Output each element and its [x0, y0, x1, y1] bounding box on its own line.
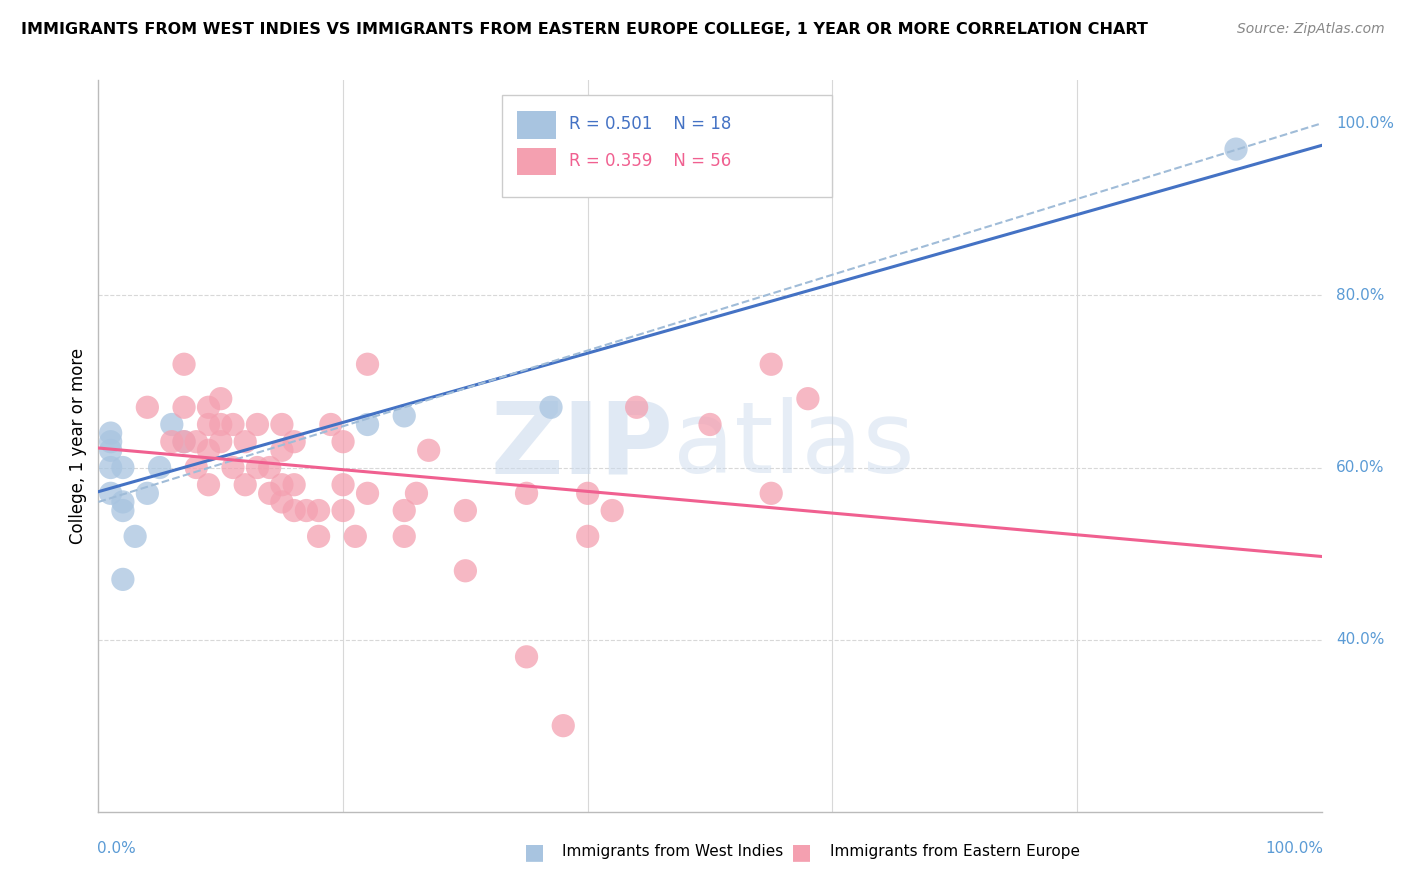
Text: Immigrants from Eastern Europe: Immigrants from Eastern Europe [830, 845, 1080, 859]
Point [356, 357, 378, 371]
Text: ■: ■ [792, 842, 811, 862]
Point [186, 434, 208, 449]
Point [160, 417, 183, 432]
Point [100, 443, 122, 458]
Point [344, 529, 367, 543]
Text: Immigrants from West Indies: Immigrants from West Indies [562, 845, 783, 859]
Point [454, 503, 477, 517]
Text: atlas: atlas [673, 398, 915, 494]
Point [270, 477, 294, 491]
Point [553, 719, 575, 733]
Point [149, 460, 172, 475]
FancyBboxPatch shape [502, 95, 832, 197]
Point [1225, 142, 1247, 156]
Point [270, 443, 294, 458]
Point [600, 503, 623, 517]
Point [209, 392, 232, 406]
Point [283, 434, 305, 449]
Point [209, 434, 232, 449]
Point [100, 434, 122, 449]
Point [392, 503, 416, 517]
Point [197, 401, 219, 415]
Point [332, 434, 354, 449]
Point [319, 417, 342, 432]
Text: R = 0.359    N = 56: R = 0.359 N = 56 [569, 152, 731, 169]
Point [332, 477, 354, 491]
FancyBboxPatch shape [517, 111, 555, 139]
Point [699, 417, 721, 432]
Point [100, 486, 122, 500]
Y-axis label: College, 1 year or more: College, 1 year or more [69, 348, 87, 544]
Point [761, 486, 783, 500]
Point [173, 434, 195, 449]
Point [259, 460, 281, 475]
Point [197, 443, 219, 458]
Text: 0.0%: 0.0% [97, 841, 136, 856]
Point [100, 460, 122, 475]
Point [173, 401, 195, 415]
Point [332, 503, 354, 517]
Point [197, 477, 219, 491]
Point [246, 417, 269, 432]
Point [392, 409, 416, 423]
Point [124, 529, 146, 543]
Point [797, 392, 820, 406]
Point [295, 503, 318, 517]
Point [454, 564, 477, 578]
Point [270, 495, 294, 509]
Point [173, 357, 195, 371]
Point [222, 460, 245, 475]
Point [308, 503, 330, 517]
Text: R = 0.501    N = 18: R = 0.501 N = 18 [569, 115, 731, 133]
Point [233, 434, 256, 449]
Point [111, 573, 134, 587]
Point [392, 529, 416, 543]
Text: 40.0%: 40.0% [1336, 632, 1385, 647]
Point [405, 486, 427, 500]
Point [111, 495, 134, 509]
Text: 80.0%: 80.0% [1336, 288, 1385, 303]
Point [246, 460, 269, 475]
Point [197, 417, 219, 432]
Point [222, 417, 245, 432]
Text: 60.0%: 60.0% [1336, 460, 1385, 475]
Point [308, 529, 330, 543]
Point [283, 503, 305, 517]
Point [186, 460, 208, 475]
FancyBboxPatch shape [517, 147, 555, 176]
Point [356, 486, 378, 500]
Point [576, 529, 599, 543]
Point [540, 401, 562, 415]
Point [111, 503, 134, 517]
Text: 100.0%: 100.0% [1336, 116, 1395, 131]
Point [111, 460, 134, 475]
Point [233, 477, 256, 491]
Point [515, 486, 537, 500]
Point [270, 417, 294, 432]
Point [136, 401, 159, 415]
Text: IMMIGRANTS FROM WEST INDIES VS IMMIGRANTS FROM EASTERN EUROPE COLLEGE, 1 YEAR OR: IMMIGRANTS FROM WEST INDIES VS IMMIGRANT… [21, 22, 1147, 37]
Point [160, 434, 183, 449]
Text: Source: ZipAtlas.com: Source: ZipAtlas.com [1237, 22, 1385, 37]
Point [418, 443, 440, 458]
Point [515, 649, 537, 664]
Point [356, 417, 378, 432]
Point [209, 417, 232, 432]
Point [283, 477, 305, 491]
Text: ZIP: ZIP [491, 398, 673, 494]
Point [576, 486, 599, 500]
Point [100, 426, 122, 441]
Point [136, 486, 159, 500]
Text: 100.0%: 100.0% [1265, 841, 1323, 856]
Point [173, 434, 195, 449]
Text: ■: ■ [524, 842, 544, 862]
Point [259, 486, 281, 500]
Point [761, 357, 783, 371]
Point [626, 401, 648, 415]
